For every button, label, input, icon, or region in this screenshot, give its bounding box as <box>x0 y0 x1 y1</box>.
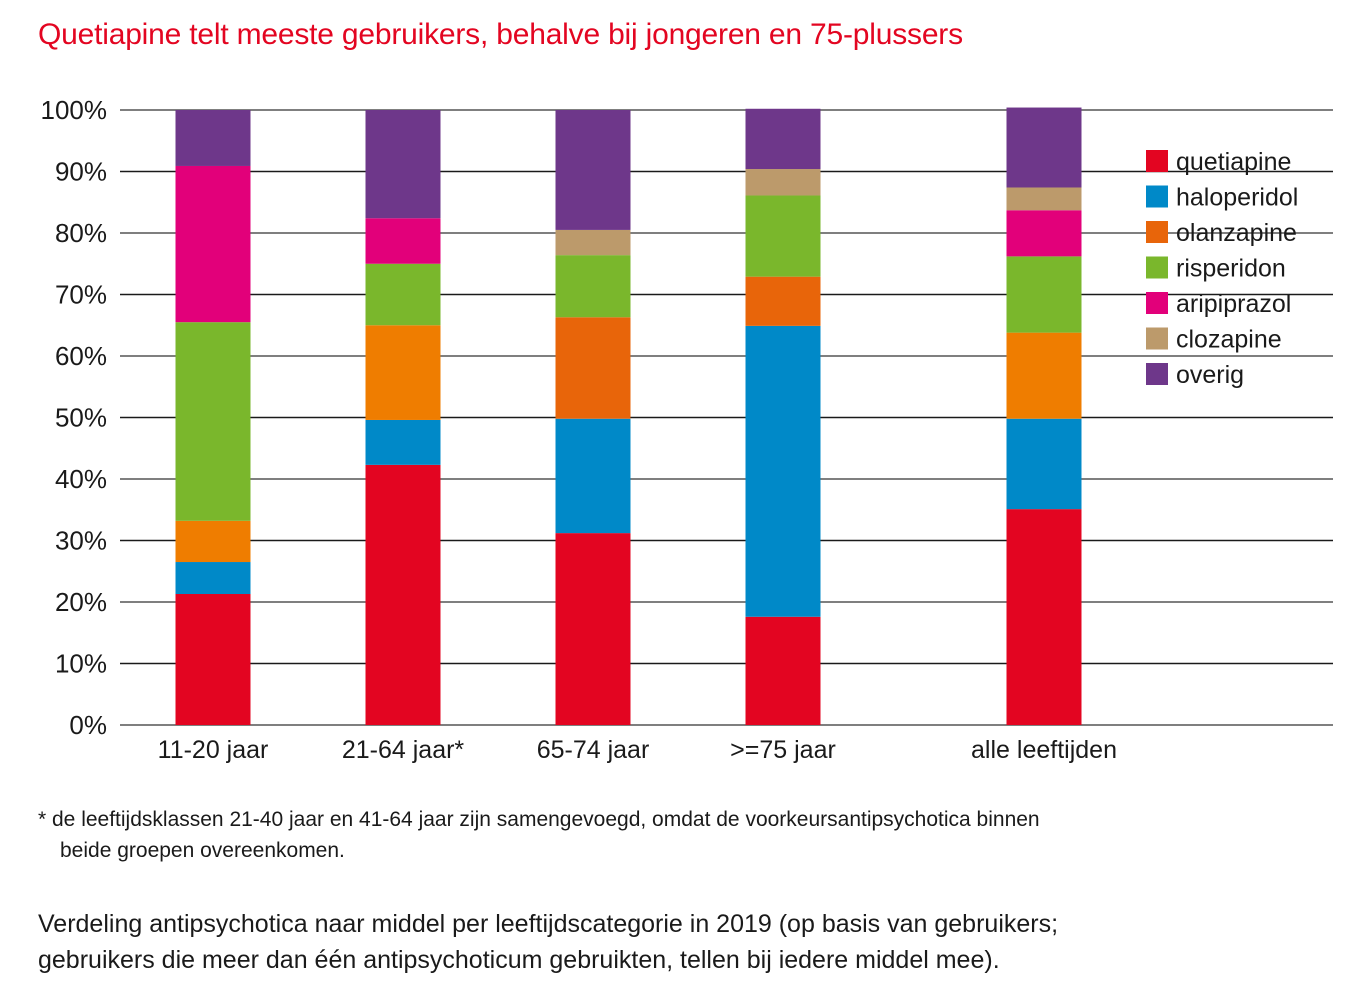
bar-segment-haloperidol <box>1006 418 1082 510</box>
bar-segment-olanzapine <box>745 276 821 326</box>
y-tick-label: 0% <box>69 710 107 740</box>
chart-title: Quetiapine telt meeste gebruikers, behal… <box>38 18 963 51</box>
bar-stack <box>555 110 631 725</box>
bar-segment-overig <box>365 110 441 219</box>
bar-segment-overig <box>1006 107 1082 188</box>
bar-stack <box>745 108 821 725</box>
y-tick-label: 60% <box>55 341 107 371</box>
bar-segment-overig <box>555 110 631 230</box>
bar-segment-haloperidol <box>175 562 251 595</box>
bar-stack <box>1006 107 1082 725</box>
bar-segment-quetiapine <box>365 464 441 725</box>
legend-label: risperidon <box>1176 255 1286 283</box>
x-category-label: 65-74 jaar <box>537 736 650 764</box>
legend-label: clozapine <box>1176 326 1282 354</box>
bar-segment-risperidon <box>175 322 251 521</box>
y-tick-label: 80% <box>55 218 107 248</box>
stacked-bar-chart: 0% 10% 20% 30% 40% 50% 60% 70% 80% 90% 100% 11-20 … <box>41 95 1333 764</box>
legend-label: aripiprazol <box>1176 290 1291 318</box>
y-tick-label: 30% <box>55 526 107 556</box>
legend: quetiapine haloperidol olanzapine risperido… <box>1146 148 1298 389</box>
legend-item-clozapine: clozapine <box>1146 326 1282 354</box>
bar-segment-quetiapine <box>1006 509 1082 725</box>
y-tick-label: 50% <box>55 403 107 433</box>
y-tick-label: 10% <box>55 649 107 679</box>
y-tick-label: 90% <box>55 157 107 187</box>
bar-segment-quetiapine <box>175 594 251 725</box>
legend-swatch <box>1146 363 1168 385</box>
bar-segment-clozapine <box>555 229 631 256</box>
bar-stack <box>365 110 441 725</box>
y-tick-label: 70% <box>55 280 107 310</box>
bar-segment-olanzapine <box>175 520 251 563</box>
bar-segment-aripiprazol <box>365 218 441 264</box>
caption-line-2: gebruikers die meer dan één antipsychoti… <box>38 946 1000 974</box>
x-category-label: >=75 jaar <box>730 736 836 764</box>
legend-item-aripiprazol: aripiprazol <box>1146 290 1291 318</box>
x-category-label: 21-64 jaar* <box>342 736 465 764</box>
legend-label: olanzapine <box>1176 219 1297 247</box>
caption-line-1: Verdeling antipsychotica naar middel per… <box>38 910 1059 938</box>
legend-item-risperidon: risperidon <box>1146 255 1286 283</box>
bars <box>175 107 1082 725</box>
bar-segment-aripiprazol <box>175 165 251 323</box>
y-tick-label: 20% <box>55 587 107 617</box>
bar-segment-olanzapine <box>1006 332 1082 419</box>
bar-segment-risperidon <box>555 255 631 318</box>
gridlines <box>120 109 1333 726</box>
bar-segment-haloperidol <box>555 418 631 534</box>
legend-item-quetiapine: quetiapine <box>1146 148 1291 176</box>
legend-label: quetiapine <box>1176 148 1291 176</box>
bar-segment-overig <box>175 110 251 166</box>
x-axis-category-labels: 11-20 jaar 21-64 jaar* 65-74 jaar >=75 jaar… <box>158 736 1117 764</box>
bar-segment-aripiprazol <box>1006 210 1082 257</box>
bar-segment-quetiapine <box>745 616 821 725</box>
bar-segment-risperidon <box>1006 256 1082 333</box>
legend-label: overig <box>1176 361 1244 389</box>
bar-segment-risperidon <box>745 195 821 277</box>
footnote-line-1: * de leeftijdsklassen 21-40 jaar en 41-6… <box>38 808 1040 831</box>
legend-swatch <box>1146 292 1168 314</box>
legend-item-olanzapine: olanzapine <box>1146 219 1297 247</box>
legend-swatch <box>1146 150 1168 172</box>
y-tick-label: 100% <box>41 95 108 125</box>
y-axis-tick-labels: 0% 10% 20% 30% 40% 50% 60% 70% 80% 90% 100% <box>41 95 108 740</box>
footnote: * de leeftijdsklassen 21-40 jaar en 41-6… <box>38 804 1338 866</box>
bar-segment-quetiapine <box>555 533 631 725</box>
x-category-label: 11-20 jaar <box>158 736 269 764</box>
bar-segment-olanzapine <box>555 317 631 419</box>
footnote-line-2: beide groepen overeenkomen. <box>60 839 345 862</box>
bar-segment-haloperidol <box>745 325 821 617</box>
legend-swatch <box>1146 327 1168 350</box>
bar-segment-risperidon <box>365 263 441 326</box>
figure-caption: Verdeling antipsychotica naar middel per… <box>38 906 1358 978</box>
x-category-label: alle leeftijden <box>971 736 1117 764</box>
legend-label: haloperidol <box>1176 184 1298 212</box>
bar-segment-clozapine <box>1006 187 1082 211</box>
legend-item-haloperidol: haloperidol <box>1146 184 1298 212</box>
legend-swatch <box>1146 256 1168 279</box>
bar-stack <box>175 110 251 725</box>
bar-segment-haloperidol <box>365 419 441 465</box>
bar-segment-olanzapine <box>365 325 441 420</box>
legend-item-overig: overig <box>1146 361 1244 389</box>
bar-segment-overig <box>745 108 821 170</box>
bar-segment-clozapine <box>745 169 821 196</box>
legend-swatch <box>1146 185 1168 208</box>
y-tick-label: 40% <box>55 464 107 494</box>
legend-swatch <box>1146 221 1168 243</box>
